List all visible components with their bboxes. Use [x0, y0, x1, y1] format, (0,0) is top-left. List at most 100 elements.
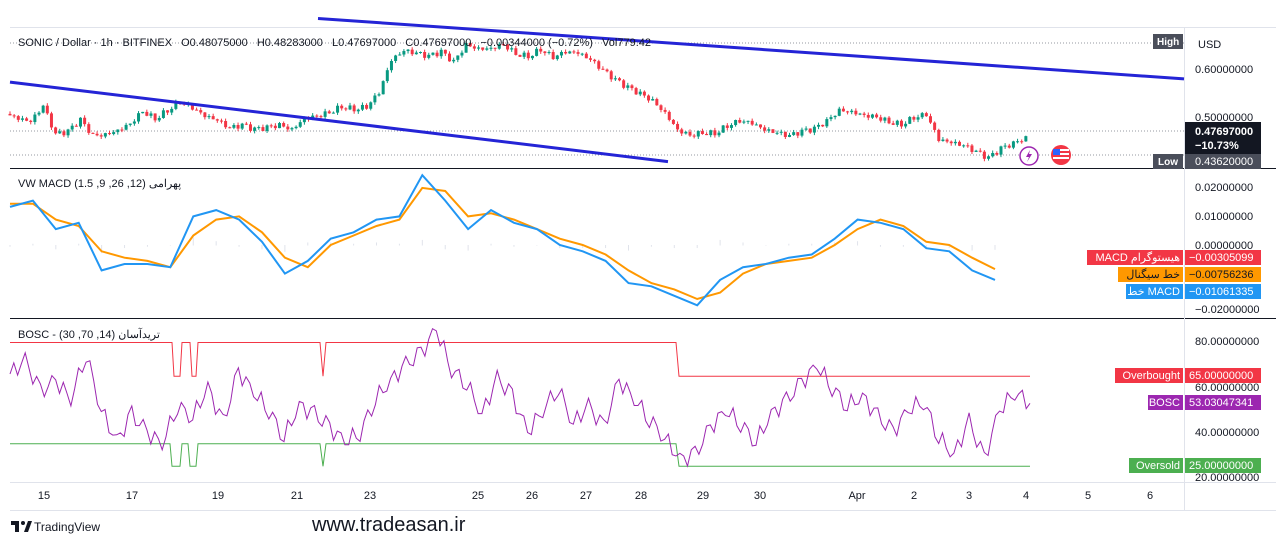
- high-label: H: [257, 37, 265, 49]
- macd-title[interactable]: VW MACD (1.5 ,9 ,26 ,12) پهرامی: [18, 178, 181, 190]
- macd-histogram-bar: [78, 243, 80, 246]
- candle-body: [671, 119, 675, 124]
- candle-body: [365, 104, 369, 109]
- candle-body: [215, 119, 219, 121]
- candle-body: [240, 123, 244, 129]
- pane-separators: [10, 27, 1276, 511]
- bosc-name: BOSC: [1149, 397, 1180, 409]
- candle-body: [406, 49, 410, 52]
- candle-body: [601, 68, 605, 70]
- macd-histogram-bar: [559, 245, 561, 249]
- macd-labels: MACD هیستوگرام −0.00305099 خط سیگنال −0.…: [1087, 250, 1261, 299]
- macd-histogram-bar: [353, 243, 355, 246]
- macd-histogram-bar: [582, 245, 584, 249]
- candle-body: [746, 120, 750, 122]
- time-tick: 4: [1023, 490, 1029, 502]
- candle-body: [812, 126, 816, 133]
- candle-body: [551, 52, 555, 60]
- candle-body: [858, 113, 862, 115]
- candle-body: [253, 127, 257, 131]
- bosc-tick: 40.00000000: [1195, 427, 1259, 439]
- candle-body: [904, 123, 908, 127]
- candle-body: [25, 118, 29, 121]
- bosc-name-tag: [1148, 395, 1183, 410]
- macd-histogram-bar: [696, 245, 698, 249]
- overbought-value: 65.00000000: [1189, 370, 1253, 382]
- candle-body: [66, 129, 70, 136]
- candle-body: [203, 112, 207, 118]
- trend-line[interactable]: [9, 80, 669, 164]
- candle-body: [410, 49, 414, 55]
- macd-histogram-bar: [605, 245, 607, 249]
- price-axis[interactable]: USD 0.60000000 0.50000000 High 0.4769700…: [1153, 34, 1261, 169]
- candle-body: [435, 52, 439, 57]
- candle-body: [916, 117, 920, 120]
- macd-histogram-bar: [284, 245, 286, 252]
- candle-body: [899, 120, 903, 127]
- price-reference-lines: [10, 42, 1184, 156]
- candle-body: [141, 111, 145, 114]
- candle-body: [319, 116, 323, 118]
- bosc-title[interactable]: BOSC - (30 ,70 ,14) تریدآسان: [18, 328, 160, 341]
- tradingview-logo[interactable]: TradingView: [11, 520, 100, 534]
- time-axis[interactable]: 15 17 19 21 23 25 26 27 28 29 30 Apr 2 3 4 5 6: [38, 490, 1153, 502]
- macd-tick: −0.02000000: [1195, 304, 1260, 316]
- candle-body: [891, 123, 895, 125]
- candle-body: [418, 52, 422, 54]
- trend-lines[interactable]: [9, 16, 1185, 164]
- currency-label[interactable]: USD: [1198, 39, 1221, 51]
- candle-body: [866, 114, 870, 118]
- trend-line[interactable]: [317, 16, 1185, 81]
- candle-body: [402, 51, 406, 55]
- candle-body: [634, 88, 638, 95]
- candle-body: [124, 124, 128, 130]
- macd-histogram-bar: [192, 237, 194, 246]
- candle-body: [398, 54, 402, 56]
- candle-body: [618, 78, 622, 81]
- candle-body: [265, 125, 269, 131]
- candle-body: [883, 117, 887, 121]
- macd-histogram-bar: [376, 242, 378, 246]
- macd-line-name-tag: [1126, 284, 1183, 299]
- candle-body: [821, 124, 825, 127]
- tv-logo-mark: [24, 521, 32, 532]
- candle-body: [613, 78, 617, 80]
- candle-body: [464, 42, 468, 53]
- macd-hist-value-tag: [1185, 250, 1261, 265]
- candle-body: [273, 125, 277, 129]
- candle-body: [199, 110, 203, 113]
- watermark: www.tradeasan.ir: [311, 514, 466, 536]
- candle-body: [999, 146, 1003, 155]
- high-tag: [1153, 34, 1183, 49]
- candle-body: [750, 120, 754, 125]
- candle-body: [506, 44, 510, 50]
- candle-body: [647, 95, 651, 101]
- candle-body: [933, 122, 937, 130]
- candle-body: [219, 120, 223, 122]
- macd-hist-name: MACD هیستوگرام: [1095, 251, 1180, 264]
- candle-body: [236, 125, 240, 129]
- bosc-axis: 80.00000000 60.00000000 40.00000000 20.0…: [1195, 336, 1259, 484]
- candle-body: [663, 109, 667, 112]
- candle-body: [642, 91, 646, 96]
- macd-histogram-bar: [536, 245, 538, 246]
- candle-body: [576, 52, 580, 54]
- candle-body: [580, 53, 584, 55]
- candle-body: [692, 135, 696, 137]
- candle-body: [348, 105, 352, 110]
- candle-body: [294, 126, 298, 129]
- oversold-line: [10, 443, 1030, 467]
- candle-body: [970, 145, 974, 152]
- bosc-value-tag: [1185, 395, 1261, 410]
- macd-histogram-bar: [971, 245, 973, 251]
- events[interactable]: [1019, 145, 1071, 166]
- candle-body: [908, 117, 912, 124]
- time-tick: 21: [291, 490, 303, 502]
- candle-body: [99, 135, 103, 137]
- candle-body: [991, 152, 995, 157]
- low-tag-label: Low: [1158, 157, 1178, 168]
- macd-histogram-bar: [215, 241, 217, 246]
- candle-body: [588, 58, 592, 60]
- signal-name-tag: [1118, 267, 1183, 282]
